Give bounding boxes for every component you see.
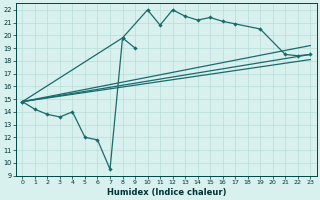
X-axis label: Humidex (Indice chaleur): Humidex (Indice chaleur)	[107, 188, 226, 197]
